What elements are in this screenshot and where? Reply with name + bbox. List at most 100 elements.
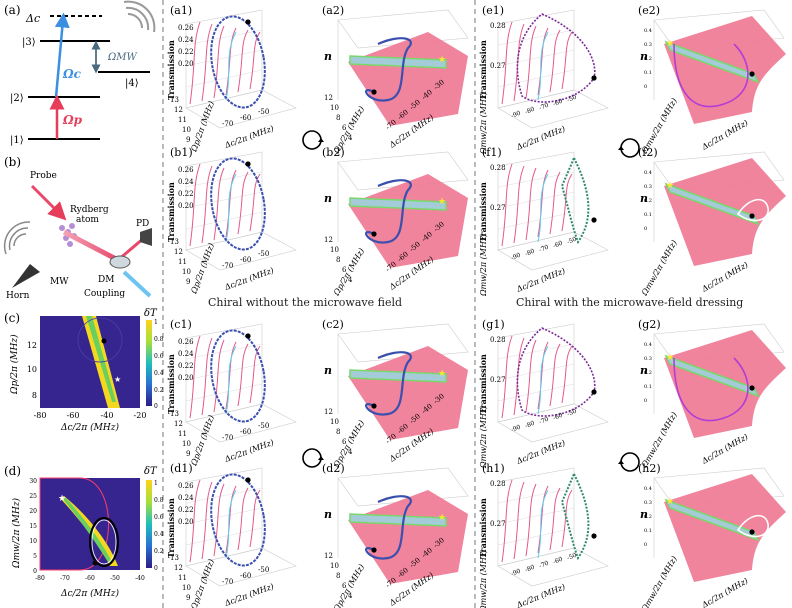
- omega-p-tick: 10: [182, 126, 191, 134]
- omega-p-tick: 11: [178, 574, 187, 582]
- start-point: [749, 71, 755, 77]
- svg-text:0: 0: [33, 568, 37, 575]
- delta-tick: -80: [524, 420, 536, 430]
- transmission-curve: [537, 485, 549, 554]
- n-tick: 0.4: [644, 170, 652, 176]
- n-tick: 0.4: [644, 342, 652, 348]
- box-top: [337, 151, 469, 191]
- ztick: 0.27: [490, 62, 506, 70]
- transmission-curve: [537, 169, 549, 238]
- omega-p-tick: 10: [330, 104, 339, 112]
- omega-p-tick: 8: [336, 572, 340, 580]
- delta-tick: -80: [524, 564, 536, 574]
- projection-curve: [225, 31, 237, 101]
- map-c-colorbar: [146, 320, 152, 406]
- map-c-yticks: 12 10 8: [27, 341, 37, 400]
- delta-tick: -60: [240, 114, 251, 122]
- ztick: 0.22: [178, 48, 194, 56]
- transmission-curve: [237, 29, 249, 93]
- omega-p-tick: 8: [336, 256, 340, 264]
- svg-text:5: 5: [33, 553, 37, 560]
- grid-line: [185, 49, 263, 67]
- map-c-xlabel: Δc/2π (MHz): [60, 422, 119, 433]
- transmission-curve: [561, 173, 573, 232]
- omega-p-tick: 13: [170, 96, 179, 104]
- n-label: n: [324, 508, 332, 521]
- delta-tick: -50: [258, 566, 269, 574]
- map-c-xticks: -80 -60 -40 -20: [34, 411, 147, 420]
- rydberg-text-2: atom: [76, 215, 99, 225]
- panel-label-f1: (f1): [482, 146, 502, 159]
- n-tick: 0: [644, 84, 647, 90]
- grid-line: [497, 69, 575, 88]
- rotation-arrow-icon: [318, 456, 324, 460]
- delta-tick: -80: [524, 248, 536, 258]
- panel-c: (c) ★ δT 1 0.8 0.6 0.4 0.2 0 12 10 8 Ωp/…: [4, 308, 164, 433]
- grid-line: [185, 383, 263, 402]
- panel-label-d2: (d2): [322, 462, 345, 475]
- start-point: [749, 529, 755, 535]
- projection-curve: [537, 31, 549, 101]
- svg-text:8: 8: [32, 391, 37, 400]
- chiral-loop: [736, 514, 769, 538]
- svg-text:-40: -40: [101, 411, 114, 420]
- map-d-xlabel: Δc/2π (MHz): [60, 588, 119, 599]
- rotation-arrow-icon: [318, 138, 324, 142]
- end-star: ★: [666, 39, 674, 49]
- grid-line: [497, 211, 575, 230]
- n-tick: 0: [644, 542, 647, 548]
- ztick: 0.20: [178, 374, 194, 382]
- map-c-cbar-label: δT: [144, 308, 158, 319]
- chiral-loop: [210, 157, 266, 251]
- ztick: 0.22: [178, 362, 194, 370]
- rotation-icon: [620, 138, 640, 158]
- caption-left: Chiral without the microwave field: [208, 296, 403, 309]
- box-top: [653, 467, 785, 507]
- mw-wave-icon-3: [123, 0, 156, 33]
- transmission-label: Transmission: [166, 182, 176, 242]
- delta-tick: -70: [222, 578, 233, 586]
- map-c-cbar-ticks: 1 0.8 0.6 0.4 0.2 0: [154, 319, 164, 410]
- panel-label-g1: (g1): [482, 318, 505, 331]
- n-tick: 0.1: [644, 384, 652, 390]
- transmission-curve: [249, 31, 261, 90]
- ztick: 0.28: [490, 22, 506, 30]
- grid-line: [185, 69, 263, 88]
- level-2-label: |2⟩: [10, 93, 24, 104]
- svg-text:0.4: 0.4: [154, 531, 164, 538]
- map-d-star: ★: [58, 494, 66, 504]
- transmission-curve: [561, 31, 573, 90]
- chiral-loop: [365, 179, 412, 244]
- delta-tick: -60: [552, 412, 564, 422]
- transmission-curve: [225, 27, 237, 96]
- omega-p-label: Ωp/2π (MHz): [189, 558, 216, 608]
- delta-tick: -60: [552, 556, 564, 566]
- svg-text:-20: -20: [134, 411, 147, 420]
- omega-mw-label: Ωmw/2π (MHz): [639, 239, 678, 298]
- projection-curve: [537, 489, 549, 559]
- n-tick: 0.3: [644, 42, 652, 48]
- panel-label-a1: (a1): [170, 4, 192, 17]
- transmission-curve: [513, 165, 525, 244]
- level-4-label: |4⟩: [125, 78, 139, 89]
- panel-label-b2: (b2): [322, 146, 345, 159]
- panel-label-e2: (e2): [638, 4, 660, 17]
- start-point: [371, 89, 377, 95]
- chiral-loop: [516, 13, 596, 103]
- delta-tick: -60: [552, 240, 564, 250]
- start-point: [245, 19, 251, 25]
- transmission-curve: [549, 487, 561, 551]
- box-back-wall: [497, 151, 575, 251]
- index-surface: [348, 346, 468, 440]
- transmission-curve: [201, 337, 213, 416]
- omega-mw-label: Ωmw/2π (MHz): [639, 555, 678, 608]
- map-d-loop: [89, 517, 119, 567]
- panel-label-f2: (f2): [638, 146, 658, 159]
- svg-text:-60: -60: [67, 411, 80, 420]
- n-label: n: [324, 364, 332, 377]
- box-back-wall: [185, 9, 263, 109]
- pd-text: PD: [136, 219, 149, 229]
- transmission-curve: [189, 163, 201, 247]
- probe-text: Probe: [30, 171, 57, 181]
